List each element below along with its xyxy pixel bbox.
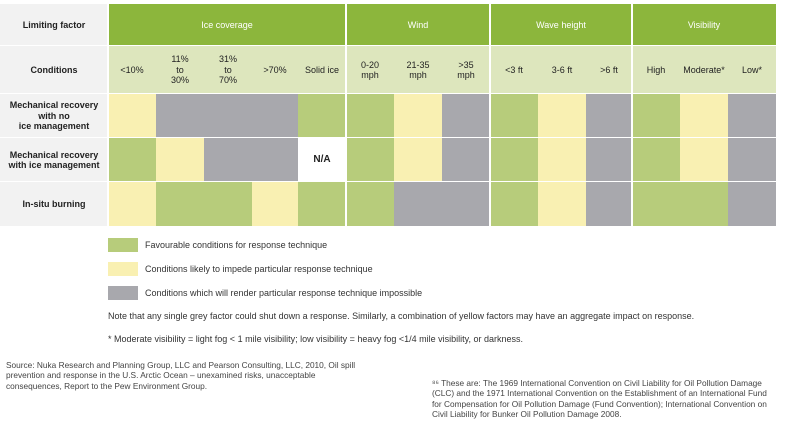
- condition-2: 31% to 70%: [204, 46, 252, 94]
- conventions-footnote: ⁸⁶ These are: The 1969 International Con…: [432, 378, 767, 420]
- condition-7: >35 mph: [442, 46, 490, 94]
- cell-r2-c4: [298, 182, 346, 226]
- condition-11: High: [632, 46, 680, 94]
- source-citation: Source: Nuka Research and Planning Group…: [6, 360, 356, 391]
- condition-6: 21-35 mph: [394, 46, 442, 94]
- condition-5: 0-20 mph: [346, 46, 394, 94]
- cell-r2-c2: [204, 182, 252, 226]
- cell-r0-c3: [252, 94, 298, 138]
- legend-label-impede: Conditions likely to impede particular r…: [145, 264, 373, 274]
- cell-r0-c2: [204, 94, 252, 138]
- cell-r2-c12: [680, 182, 728, 226]
- cell-r2-c8: [490, 182, 538, 226]
- legend-swatch-impossible: [108, 286, 138, 300]
- cell-r2-c5: [346, 182, 394, 226]
- row-divider: [0, 137, 776, 138]
- group-header-wave-height: Wave height: [490, 4, 632, 46]
- condition-13: Low*: [728, 46, 776, 94]
- cell-r2-c11: [632, 182, 680, 226]
- condition-3: >70%: [252, 46, 298, 94]
- group-divider: [107, 4, 109, 226]
- visibility-footnote: * Moderate visibility = light fog < 1 mi…: [108, 334, 523, 344]
- cell-r1-c8: [490, 138, 538, 182]
- row-label-1: Mechanical recovery with ice management: [0, 138, 108, 182]
- cell-r2-c3: [252, 182, 298, 226]
- row-divider: [0, 93, 776, 94]
- group-header-wind: Wind: [346, 4, 490, 46]
- cell-r0-c6: [394, 94, 442, 138]
- row-divider: [0, 45, 776, 46]
- cell-r0-c9: [538, 94, 586, 138]
- cell-r2-c10: [586, 182, 632, 226]
- cell-r0-c1: [156, 94, 204, 138]
- condition-12: Moderate*: [680, 46, 728, 94]
- legend-swatch-favourable: [108, 238, 138, 252]
- cell-r2-c0: [108, 182, 156, 226]
- cell-r2-c1: [156, 182, 204, 226]
- group-header-ice-coverage: Ice coverage: [108, 4, 346, 46]
- cell-r1-c10: [586, 138, 632, 182]
- group-divider: [345, 4, 347, 226]
- cell-r0-c4: [298, 94, 346, 138]
- conditions-label: Conditions: [0, 46, 108, 94]
- cell-r1-c3: [252, 138, 298, 182]
- cell-r2-c6: [394, 182, 442, 226]
- cell-r2-c9: [538, 182, 586, 226]
- grey-factor-note: Note that any single grey factor could s…: [108, 311, 695, 321]
- condition-10: >6 ft: [586, 46, 632, 94]
- cell-r1-c4: N/A: [298, 138, 346, 182]
- condition-9: 3-6 ft: [538, 46, 586, 94]
- group-divider: [489, 4, 491, 226]
- condition-0: <10%: [108, 46, 156, 94]
- group-divider: [631, 4, 633, 226]
- cell-r0-c8: [490, 94, 538, 138]
- cell-r0-c13: [728, 94, 776, 138]
- cell-r1-c6: [394, 138, 442, 182]
- legend-swatch-impede: [108, 262, 138, 276]
- cell-r1-c9: [538, 138, 586, 182]
- cell-r1-c5: [346, 138, 394, 182]
- legend-label-favourable: Favourable conditions for response techn…: [145, 240, 328, 250]
- cell-r1-c13: [728, 138, 776, 182]
- row-label-0: Mechanical recovery with no ice manageme…: [0, 94, 108, 138]
- cell-r0-c10: [586, 94, 632, 138]
- cell-r1-c1: [156, 138, 204, 182]
- cell-r1-c12: [680, 138, 728, 182]
- cell-r0-c0: [108, 94, 156, 138]
- cell-r1-c0: [108, 138, 156, 182]
- condition-8: <3 ft: [490, 46, 538, 94]
- cell-r0-c7: [442, 94, 490, 138]
- condition-1: 11% to 30%: [156, 46, 204, 94]
- cell-r1-c11: [632, 138, 680, 182]
- cell-r2-c13: [728, 182, 776, 226]
- row-divider: [0, 181, 776, 182]
- cell-r0-c11: [632, 94, 680, 138]
- cell-r1-c7: [442, 138, 490, 182]
- cell-r0-c5: [346, 94, 394, 138]
- condition-4: Solid ice: [298, 46, 346, 94]
- row-label-2: In-situ burning: [0, 182, 108, 226]
- legend-label-impossible: Conditions which will render particular …: [145, 288, 423, 298]
- cell-r0-c12: [680, 94, 728, 138]
- cell-r1-c2: [204, 138, 252, 182]
- limiting-factor-label: Limiting factor: [0, 4, 108, 46]
- group-header-visibility: Visibility: [632, 4, 776, 46]
- cell-r2-c7: [442, 182, 490, 226]
